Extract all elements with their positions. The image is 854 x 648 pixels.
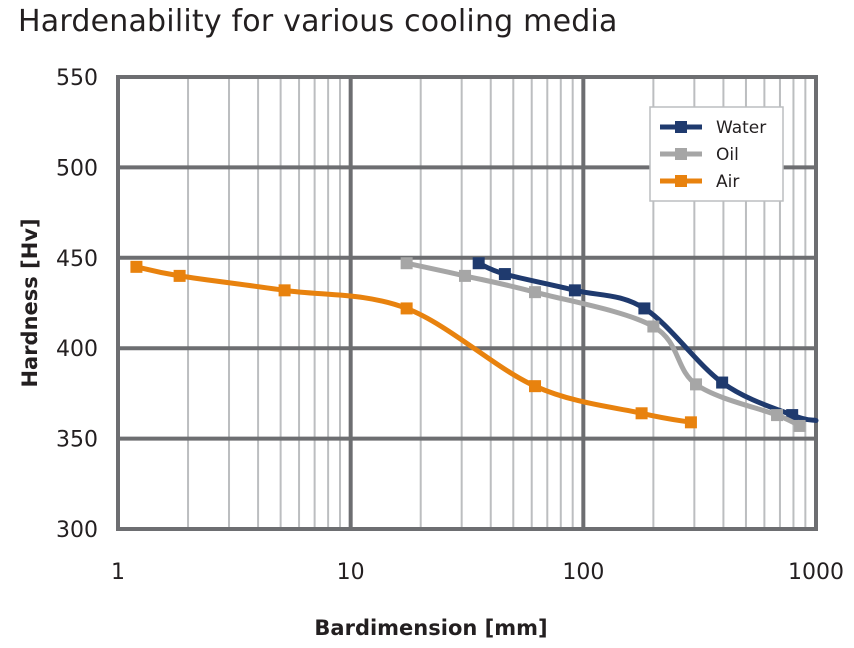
oil-point <box>458 269 471 282</box>
x-tick-labels: 1 10 100 1000 <box>111 560 844 585</box>
series-layer <box>130 257 819 432</box>
legend-swatch-marker <box>675 175 687 187</box>
legend-label: Water <box>716 118 766 138</box>
water-point <box>472 257 485 270</box>
oil-point <box>529 286 542 299</box>
air-point <box>635 407 648 420</box>
legend: Water Oil Air <box>649 106 784 202</box>
water-point <box>568 284 581 297</box>
legend-swatch-marker <box>675 121 687 133</box>
legend-item-oil: Oil <box>660 145 739 165</box>
y-tick-label: 350 <box>56 428 98 453</box>
y-tick-label: 400 <box>56 337 98 362</box>
oil-point <box>793 419 806 432</box>
oil-point <box>647 320 660 333</box>
chart-title: Hardenability for various cooling media <box>18 4 618 39</box>
oil-point <box>690 378 703 391</box>
water-point <box>716 376 729 389</box>
y-axis-label: Hardness [Hv] <box>18 218 42 387</box>
x-axis-label: Bardimension [mm] <box>314 616 547 640</box>
y-tick-labels: 300 350 400 450 500 550 <box>56 66 98 543</box>
x-tick-label: 1 <box>111 560 125 585</box>
air-point <box>400 302 413 315</box>
x-tick-label: 100 <box>562 560 604 585</box>
y-tick-label: 450 <box>56 247 98 272</box>
air-point <box>529 380 542 393</box>
series-oil <box>400 257 806 432</box>
legend-swatch-marker <box>675 148 687 160</box>
air-point <box>173 269 186 282</box>
legend-item-water: Water <box>660 118 766 138</box>
plot-frame <box>116 75 818 531</box>
x-tick-label: 10 <box>337 560 365 585</box>
oil-point <box>771 409 784 422</box>
y-tick-label: 500 <box>56 156 98 181</box>
air-point <box>684 416 697 429</box>
air-point <box>130 260 143 273</box>
air-point <box>278 284 291 297</box>
water-point <box>638 302 651 315</box>
legend-label: Oil <box>716 145 739 165</box>
y-tick-label: 550 <box>56 66 98 91</box>
water-point <box>498 268 511 281</box>
series-air <box>130 260 697 429</box>
legend-label: Air <box>716 172 739 192</box>
legend-item-air: Air <box>660 172 739 192</box>
oil-point <box>400 257 413 270</box>
minor-grid <box>187 77 807 529</box>
y-tick-label: 300 <box>56 518 98 543</box>
x-tick-label: 1000 <box>788 560 844 585</box>
air-line <box>133 264 694 425</box>
